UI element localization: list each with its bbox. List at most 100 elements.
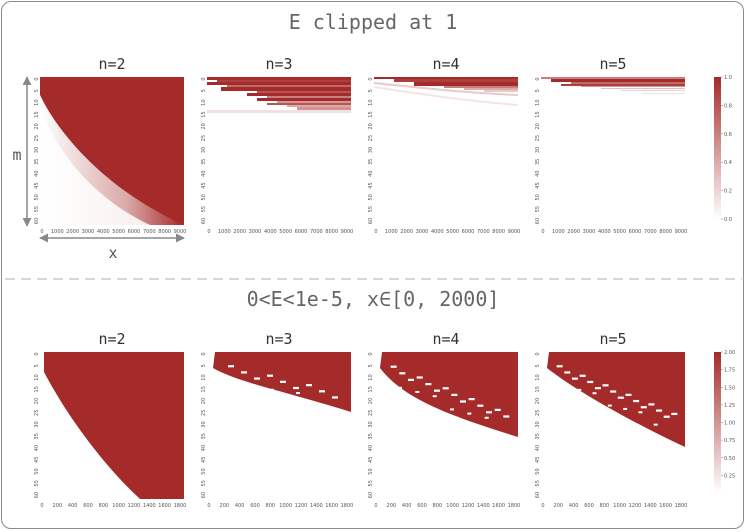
y-tick-label: 30	[34, 147, 40, 153]
y-tick-label: 25	[201, 135, 207, 141]
y-tick-label: 45	[201, 457, 207, 463]
y-tick-label: 45	[535, 182, 541, 188]
x-tick-label: 200	[53, 503, 63, 509]
y-tick-label: 40	[34, 170, 40, 176]
x-tick-label: 7000	[143, 229, 156, 235]
y-tick-label: 50	[368, 468, 374, 474]
x-tick-label: 7000	[477, 229, 490, 235]
x-tick-label: 4000	[264, 229, 277, 235]
y-tick-label: 55	[368, 206, 374, 212]
y-tick-label: 40	[535, 170, 541, 176]
x-tick-label: 5000	[279, 229, 292, 235]
colorbar-tick-label: 0.0	[724, 217, 732, 223]
y-tick-label: 60	[201, 218, 207, 224]
y-tick-label: 20	[535, 398, 541, 404]
y-tick-label: 55	[535, 206, 541, 212]
heatmap-cells	[207, 352, 351, 499]
x-tick-label: 600	[584, 503, 594, 509]
heatmap-cells	[40, 77, 184, 225]
x-tick-label: 800	[266, 503, 276, 509]
x-tick-label: 1200	[462, 503, 475, 509]
y-tick-label: 60	[368, 218, 374, 224]
x-tick-label: 0	[541, 229, 544, 235]
x-tick-label: 1600	[158, 503, 171, 509]
colorbar-tick-label: 1.25	[724, 403, 735, 409]
colorbar-tick-label: 1.0	[724, 75, 732, 81]
heatmap-cells	[541, 77, 685, 225]
x-tick-label: 1000	[218, 229, 231, 235]
panel-title: n=3	[265, 55, 292, 73]
y-tick-label: 15	[201, 111, 207, 117]
x-tick-label: 3000	[249, 229, 262, 235]
y-tick-label: 5	[535, 364, 541, 367]
y-tick-label: 55	[201, 206, 207, 212]
panel-title: n=4	[432, 55, 459, 73]
x-tick-label: 2000	[400, 229, 413, 235]
y-tick-label: 25	[34, 135, 40, 141]
x-tick-label: 9000	[675, 229, 688, 235]
y-tick-label: 30	[34, 421, 40, 427]
x-tick-label: 1600	[325, 503, 338, 509]
y-tick-label: 20	[201, 398, 207, 404]
heatmap-cells	[374, 77, 518, 225]
y-tick-label: 10	[34, 374, 40, 380]
x-tick-label: 400	[569, 503, 579, 509]
y-tick-label: 15	[34, 386, 40, 392]
y-tick-label: 40	[34, 445, 40, 451]
y-tick-label: 50	[535, 194, 541, 200]
y-tick-label: 15	[201, 386, 207, 392]
colorbar-1: 0.25 0.50 0.75 1.00 1.25 1.50 1.75 2.00	[714, 350, 735, 493]
y-tick-label: 10	[368, 99, 374, 105]
y-tick-label: 30	[368, 147, 374, 153]
colorbar-tick-label: 1.50	[724, 385, 735, 391]
x-tick-label: 1600	[492, 503, 505, 509]
x-tick-label: 9000	[174, 229, 187, 235]
y-tick-label: 25	[535, 410, 541, 416]
y-tick-label: 30	[201, 421, 207, 427]
x-tick-label: 6000	[629, 229, 642, 235]
x-tick-label: 0	[40, 503, 43, 509]
x-tick-label: 0	[541, 503, 544, 509]
y-tick-label: 15	[368, 111, 374, 117]
x-tick-label: 6000	[128, 229, 141, 235]
x-tick-label: 1200	[128, 503, 141, 509]
x-tick-label: 5000	[112, 229, 125, 235]
colorbar-tick-label: 0.4	[724, 160, 732, 166]
x-tick-label: 1400	[310, 503, 323, 509]
y-tick-label: 55	[368, 480, 374, 486]
y-tick-label: 35	[34, 159, 40, 165]
x-tick-label: 9000	[341, 229, 354, 235]
y-tick-label: 0	[535, 77, 541, 80]
colorbar-gradient	[714, 77, 721, 219]
x-tick-label: 3000	[82, 229, 95, 235]
y-tick-label: 40	[535, 445, 541, 451]
y-tick-label: 15	[535, 111, 541, 117]
y-tick-label: 35	[535, 433, 541, 439]
x-tick-label: 2000	[233, 229, 246, 235]
x-tick-label: 8000	[325, 229, 338, 235]
y-tick-label: 0	[535, 352, 541, 355]
x-tick-label: 0	[207, 503, 210, 509]
x-axis-label: x	[108, 244, 117, 262]
y-tick-label: 35	[201, 159, 207, 165]
x-tick-label: 1400	[477, 503, 490, 509]
x-tick-label: 8000	[492, 229, 505, 235]
y-tick-label: 55	[34, 206, 40, 212]
y-tick-label: 10	[201, 99, 207, 105]
colorbar-0: 0.0 0.2 0.4 0.6 0.8 1.0	[714, 75, 732, 223]
y-tick-label: 10	[535, 374, 541, 380]
panel-title: n=5	[599, 55, 626, 73]
x-tick-label: 5000	[613, 229, 626, 235]
y-tick-label: 25	[535, 135, 541, 141]
y-tick-label: 45	[34, 182, 40, 188]
y-tick-label: 0	[201, 352, 207, 355]
x-tick-label: 400	[402, 503, 412, 509]
colorbar-tick-label: 0.25	[724, 473, 735, 479]
y-tick-label: 40	[201, 445, 207, 451]
